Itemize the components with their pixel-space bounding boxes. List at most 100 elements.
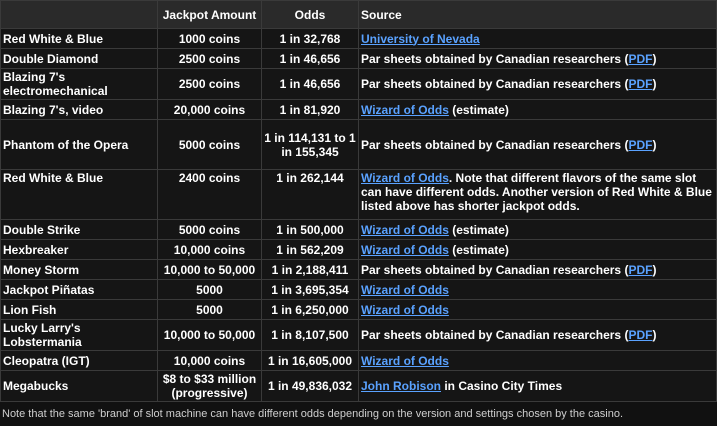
jackpot-cell: 10,000 to 50,000	[157, 319, 262, 351]
table-row: Jackpot Piñatas 5000 1 in 3,695,354 Wizard …	[0, 279, 717, 300]
source-link[interactable]: PDF	[628, 262, 653, 277]
odds-cell: 1 in 8,107,500	[261, 319, 359, 351]
source-text-after: in Casino City Times	[441, 379, 563, 393]
table-row: Red White & Blue 2400 coins 1 in 262,144 Wi…	[0, 169, 717, 220]
footnote: Note that the same 'brand' of slot machi…	[2, 408, 624, 420]
jackpot-cell: $8 to $33 million (progressive)	[157, 370, 262, 402]
odds-cell: 1 in 3,695,354	[261, 279, 359, 300]
odds-cell: 1 in 46,656	[261, 48, 359, 69]
machine-name-cell: Red White & Blue	[0, 28, 158, 49]
source-cell: Par sheets obtained by Canadian research…	[358, 68, 717, 100]
source-text-after: (estimate)	[448, 102, 509, 117]
odds-cell: 1 in 16,605,000	[261, 350, 359, 371]
source-link[interactable]: Wizard of Odds	[361, 171, 449, 185]
source-text-before: Par sheets obtained by Canadian research…	[361, 262, 629, 277]
source-link[interactable]: PDF	[628, 77, 653, 91]
source-text-after: (estimate)	[448, 242, 509, 257]
source-text-after: )	[652, 77, 657, 91]
odds-cell: 1 in 114,131 to 1 in 155,345	[261, 119, 359, 170]
source-text-before: Par sheets obtained by Canadian research…	[361, 51, 629, 66]
source-cell: Wizard of Odds. Note that different flav…	[358, 169, 717, 220]
source-link[interactable]: Wizard of Odds	[361, 353, 449, 368]
table-row: Hexbreaker 10,000 coins 1 in 562,209 Wizard…	[0, 239, 717, 260]
jackpot-cell: 5000 coins	[157, 119, 262, 170]
machine-name-cell: Jackpot Piñatas	[0, 279, 158, 300]
table-row: Double Strike 5000 coins 1 in 500,000 Wizar…	[0, 219, 717, 240]
machine-name-cell: Blazing 7's, video	[0, 99, 158, 120]
source-text-after: )	[652, 51, 657, 66]
jackpot-cell: 2400 coins	[157, 169, 262, 220]
header-source: Source	[358, 0, 717, 29]
odds-cell: 1 in 2,188,411	[261, 259, 359, 280]
jackpot-cell: 20,000 coins	[157, 99, 262, 120]
source-link[interactable]: Wizard of Odds	[361, 222, 449, 237]
odds-cell: 1 in 6,250,000	[261, 299, 359, 320]
jackpot-cell: 10,000 to 50,000	[157, 259, 262, 280]
source-text-after: (estimate)	[448, 222, 509, 237]
source-text-before: Par sheets obtained by Canadian research…	[361, 77, 629, 91]
source-link[interactable]: Wizard of Odds	[361, 242, 449, 257]
odds-cell: 1 in 562,209	[261, 239, 359, 260]
table-row: Cleopatra (IGT) 10,000 coins 1 in 16,605,0…	[0, 350, 717, 371]
source-cell: Wizard of Odds	[358, 350, 717, 371]
source-text-before: Par sheets obtained by Canadian research…	[361, 137, 629, 152]
source-cell: Wizard of Odds	[358, 299, 717, 320]
source-cell: Wizard of Odds	[358, 279, 717, 300]
machine-name-cell: Double Strike	[0, 219, 158, 240]
source-cell: Par sheets obtained by Canadian research…	[358, 319, 717, 351]
jackpot-cell: 2500 coins	[157, 48, 262, 69]
source-link[interactable]: Wizard of Odds	[361, 282, 449, 297]
jackpot-cell: 5000	[157, 279, 262, 300]
source-cell: John Robison in Casino City Times	[358, 370, 717, 402]
machine-name-cell: Cleopatra (IGT)	[0, 350, 158, 371]
machine-name-cell: Hexbreaker	[0, 239, 158, 260]
odds-cell: 1 in 500,000	[261, 219, 359, 240]
source-link[interactable]: PDF	[628, 328, 653, 342]
machine-name-cell: Red White & Blue	[0, 169, 158, 220]
header-name	[0, 0, 158, 29]
source-cell: Wizard of Odds (estimate)	[358, 219, 717, 240]
machine-name-cell: Lion Fish	[0, 299, 158, 320]
source-cell: Wizard of Odds (estimate)	[358, 239, 717, 260]
jackpot-cell: 2500 coins	[157, 68, 262, 100]
odds-cell: 1 in 81,920	[261, 99, 359, 120]
source-text-after: . Note that different flavors of the sam…	[361, 171, 712, 213]
odds-cell: 1 in 46,656	[261, 68, 359, 100]
odds-cell: 1 in 49,836,032	[261, 370, 359, 402]
source-link[interactable]: PDF	[628, 137, 653, 152]
source-text-after: )	[652, 262, 657, 277]
table-row: Money Storm 10,000 to 50,000 1 in 2,188,41…	[0, 259, 717, 280]
source-text-after: )	[652, 328, 657, 342]
source-link[interactable]: Wizard of Odds	[361, 302, 449, 317]
machine-name-cell: Lucky Larry's Lobstermania	[0, 319, 158, 351]
machine-name-cell: Money Storm	[0, 259, 158, 280]
odds-cell: 1 in 32,768	[261, 28, 359, 49]
table-row: Megabucks $8 to $33 million (progressive)…	[0, 370, 717, 402]
source-cell: Par sheets obtained by Canadian research…	[358, 48, 717, 69]
header-row: Jackpot Amount Odds Source	[0, 0, 717, 29]
source-text-before: Par sheets obtained by Canadian research…	[361, 328, 629, 342]
source-link[interactable]: Wizard of Odds	[361, 102, 449, 117]
machine-name-cell: Phantom of the Opera	[0, 119, 158, 170]
table-row: Lion Fish 5000 1 in 6,250,000 Wizard of Odd…	[0, 299, 717, 320]
source-link[interactable]: PDF	[628, 51, 653, 66]
jackpot-cell: 5000	[157, 299, 262, 320]
jackpot-cell: 1000 coins	[157, 28, 262, 49]
table-row: Blazing 7's, video 20,000 coins 1 in 81,92…	[0, 99, 717, 120]
table-row: Phantom of the Opera 5000 coins 1 in 114,1…	[0, 119, 717, 170]
source-link[interactable]: John Robison	[361, 379, 441, 393]
jackpot-cell: 10,000 coins	[157, 239, 262, 260]
jackpot-cell: 10,000 coins	[157, 350, 262, 371]
source-cell: Par sheets obtained by Canadian research…	[358, 259, 717, 280]
machine-name-cell: Double Diamond	[0, 48, 158, 69]
machine-name-cell: Blazing 7's electromechanical	[0, 68, 158, 100]
table-row: Lucky Larry's Lobstermania 10,000 to 50,0…	[0, 319, 717, 351]
source-cell: Wizard of Odds (estimate)	[358, 99, 717, 120]
source-link[interactable]: University of Nevada	[361, 31, 480, 46]
table-row: Double Diamond 2500 coins 1 in 46,656 Par s…	[0, 48, 717, 69]
source-cell: University of Nevada	[358, 28, 717, 49]
table-row: Blazing 7's electromechanical 2500 coins 1…	[0, 68, 717, 100]
table-row: Red White & Blue 1000 coins 1 in 32,768 Uni…	[0, 28, 717, 49]
header-odds: Odds	[261, 0, 359, 29]
odds-cell: 1 in 262,144	[261, 169, 359, 220]
